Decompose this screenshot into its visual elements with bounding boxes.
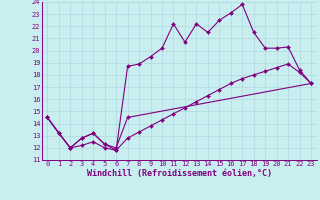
X-axis label: Windchill (Refroidissement éolien,°C): Windchill (Refroidissement éolien,°C) [87,169,272,178]
